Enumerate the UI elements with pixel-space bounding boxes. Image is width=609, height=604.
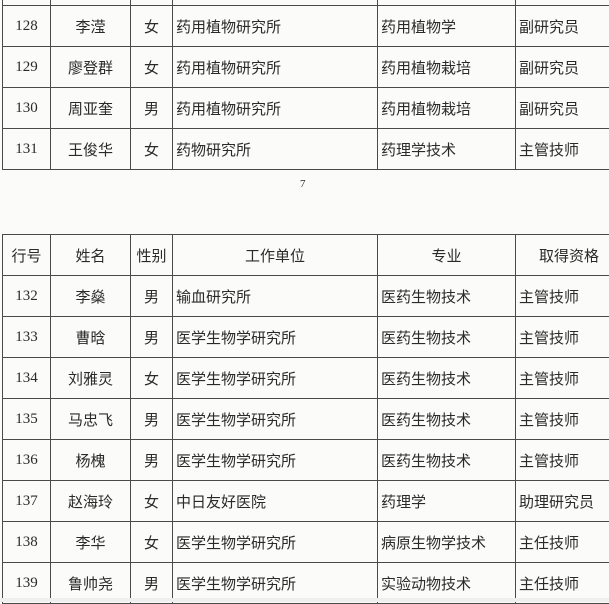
- cell-qualification: 副研究员: [516, 6, 609, 47]
- cell-name: 赵海玲: [51, 481, 131, 522]
- cell-row-number: 130: [3, 88, 51, 129]
- cell-gender: 女: [131, 129, 173, 170]
- cell-work-unit: 医学生物学研究所: [173, 358, 378, 399]
- cell-name: 刘雅灵: [51, 358, 131, 399]
- cell-gender: 男: [131, 440, 173, 481]
- cell-row-number: 136: [3, 440, 51, 481]
- cell-row-number: 129: [3, 47, 51, 88]
- cell-row-number: 132: [3, 276, 51, 317]
- cell-qualification: 主管技师: [516, 276, 609, 317]
- cell-name: 王俊华: [51, 129, 131, 170]
- cell-row-number: 138: [3, 522, 51, 563]
- header-gender: 性别: [131, 235, 173, 276]
- cell-name: 周亚奎: [51, 88, 131, 129]
- cell-specialty: 药用植物栽培: [378, 47, 516, 88]
- header-specialty: 专业: [378, 235, 516, 276]
- cell-qualification: 主管技师: [516, 399, 609, 440]
- cell-name: 曹晗: [51, 317, 131, 358]
- cell-qualification: 主管技师: [516, 440, 609, 481]
- cell-gender: 男: [131, 276, 173, 317]
- cell-name: 李滢: [51, 6, 131, 47]
- cell-name: 廖登群: [51, 47, 131, 88]
- cell-work-unit: 药物研究所: [173, 129, 378, 170]
- header-name: 姓名: [51, 235, 131, 276]
- cell-specialty: 医药生物技术: [378, 276, 516, 317]
- cell-row-number: 133: [3, 317, 51, 358]
- cell-specialty: 病原生物学技术: [378, 522, 516, 563]
- cell-specialty: 药理学: [378, 481, 516, 522]
- cell-name: 杨槐: [51, 440, 131, 481]
- cell-qualification: 主管技师: [516, 129, 609, 170]
- cell-gender: 女: [131, 522, 173, 563]
- cell-work-unit: 药用植物研究所: [173, 47, 378, 88]
- header-row-number: 行号: [3, 235, 51, 276]
- cell-gender: 男: [131, 317, 173, 358]
- cell-gender: 男: [131, 88, 173, 129]
- cell-qualification: 副研究员: [516, 47, 609, 88]
- page-edge: [0, 598, 609, 602]
- cell-work-unit: 医学生物学研究所: [173, 440, 378, 481]
- cell-row-number: 135: [3, 399, 51, 440]
- cell-work-unit: 医学生物学研究所: [173, 317, 378, 358]
- cell-row-number: 134: [3, 358, 51, 399]
- cell-name: 李华: [51, 522, 131, 563]
- cell-qualification: 主任技师: [516, 522, 609, 563]
- cell-qualification: 主管技师: [516, 358, 609, 399]
- cell-gender: 男: [131, 399, 173, 440]
- cell-specialty: 药理学技术: [378, 129, 516, 170]
- cell-name: 马忠飞: [51, 399, 131, 440]
- cell-qualification: 主管技师: [516, 317, 609, 358]
- cell-work-unit: 药用植物研究所: [173, 88, 378, 129]
- cell-gender: 女: [131, 6, 173, 47]
- cell-gender: 女: [131, 47, 173, 88]
- cell-specialty: 医药生物技术: [378, 440, 516, 481]
- cell-row-number: 128: [3, 6, 51, 47]
- cell-row-number: 131: [3, 129, 51, 170]
- cell-work-unit: 输血研究所: [173, 276, 378, 317]
- cell-work-unit: 医学生物学研究所: [173, 522, 378, 563]
- cell-specialty: 药用植物学: [378, 6, 516, 47]
- cell-specialty: 医药生物技术: [378, 358, 516, 399]
- cell-name: 李燊: [51, 276, 131, 317]
- cell-work-unit: 中日友好医院: [173, 481, 378, 522]
- cell-row-number: 137: [3, 481, 51, 522]
- cell-gender: 女: [131, 481, 173, 522]
- cell-specialty: 医药生物技术: [378, 399, 516, 440]
- page-number: 7: [300, 178, 306, 190]
- cell-work-unit: 药用植物研究所: [173, 6, 378, 47]
- cell-specialty: 药用植物栽培: [378, 88, 516, 129]
- cell-specialty: 医药生物技术: [378, 317, 516, 358]
- header-qualification: 取得资格: [516, 235, 609, 276]
- header-work-unit: 工作单位: [173, 235, 378, 276]
- cell-qualification: 副研究员: [516, 88, 609, 129]
- cell-gender: 女: [131, 358, 173, 399]
- cell-work-unit: 医学生物学研究所: [173, 399, 378, 440]
- cell-qualification: 助理研究员: [516, 481, 609, 522]
- table-header-row: 行号姓名性别工作单位专业取得资格: [3, 235, 609, 276]
